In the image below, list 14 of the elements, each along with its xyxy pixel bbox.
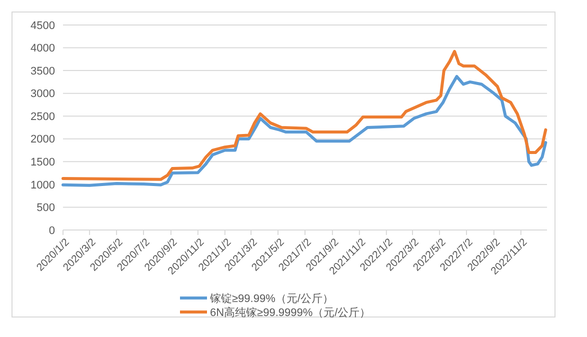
y-tick-label: 3000 — [30, 88, 55, 100]
y-tick-label: 0 — [48, 224, 55, 237]
legend-label: 6N高纯镓≥99.9999%（元/公斤） — [210, 306, 371, 319]
line-series — [62, 50, 548, 181]
y-tick-label: 500 — [36, 202, 55, 214]
legend-label: 镓锭≥99.99%（元/公斤） — [209, 292, 334, 305]
y-tick-label: 2500 — [30, 110, 55, 123]
y-tick-label: 3500 — [30, 65, 55, 78]
y-tick-label: 1500 — [30, 156, 55, 169]
y-tick-label: 2000 — [30, 134, 55, 146]
y-tick-label: 4500 — [30, 20, 55, 32]
y-tick-label: 1000 — [30, 179, 55, 192]
line-series — [62, 74, 548, 187]
y-tick-label: 4000 — [30, 42, 55, 55]
